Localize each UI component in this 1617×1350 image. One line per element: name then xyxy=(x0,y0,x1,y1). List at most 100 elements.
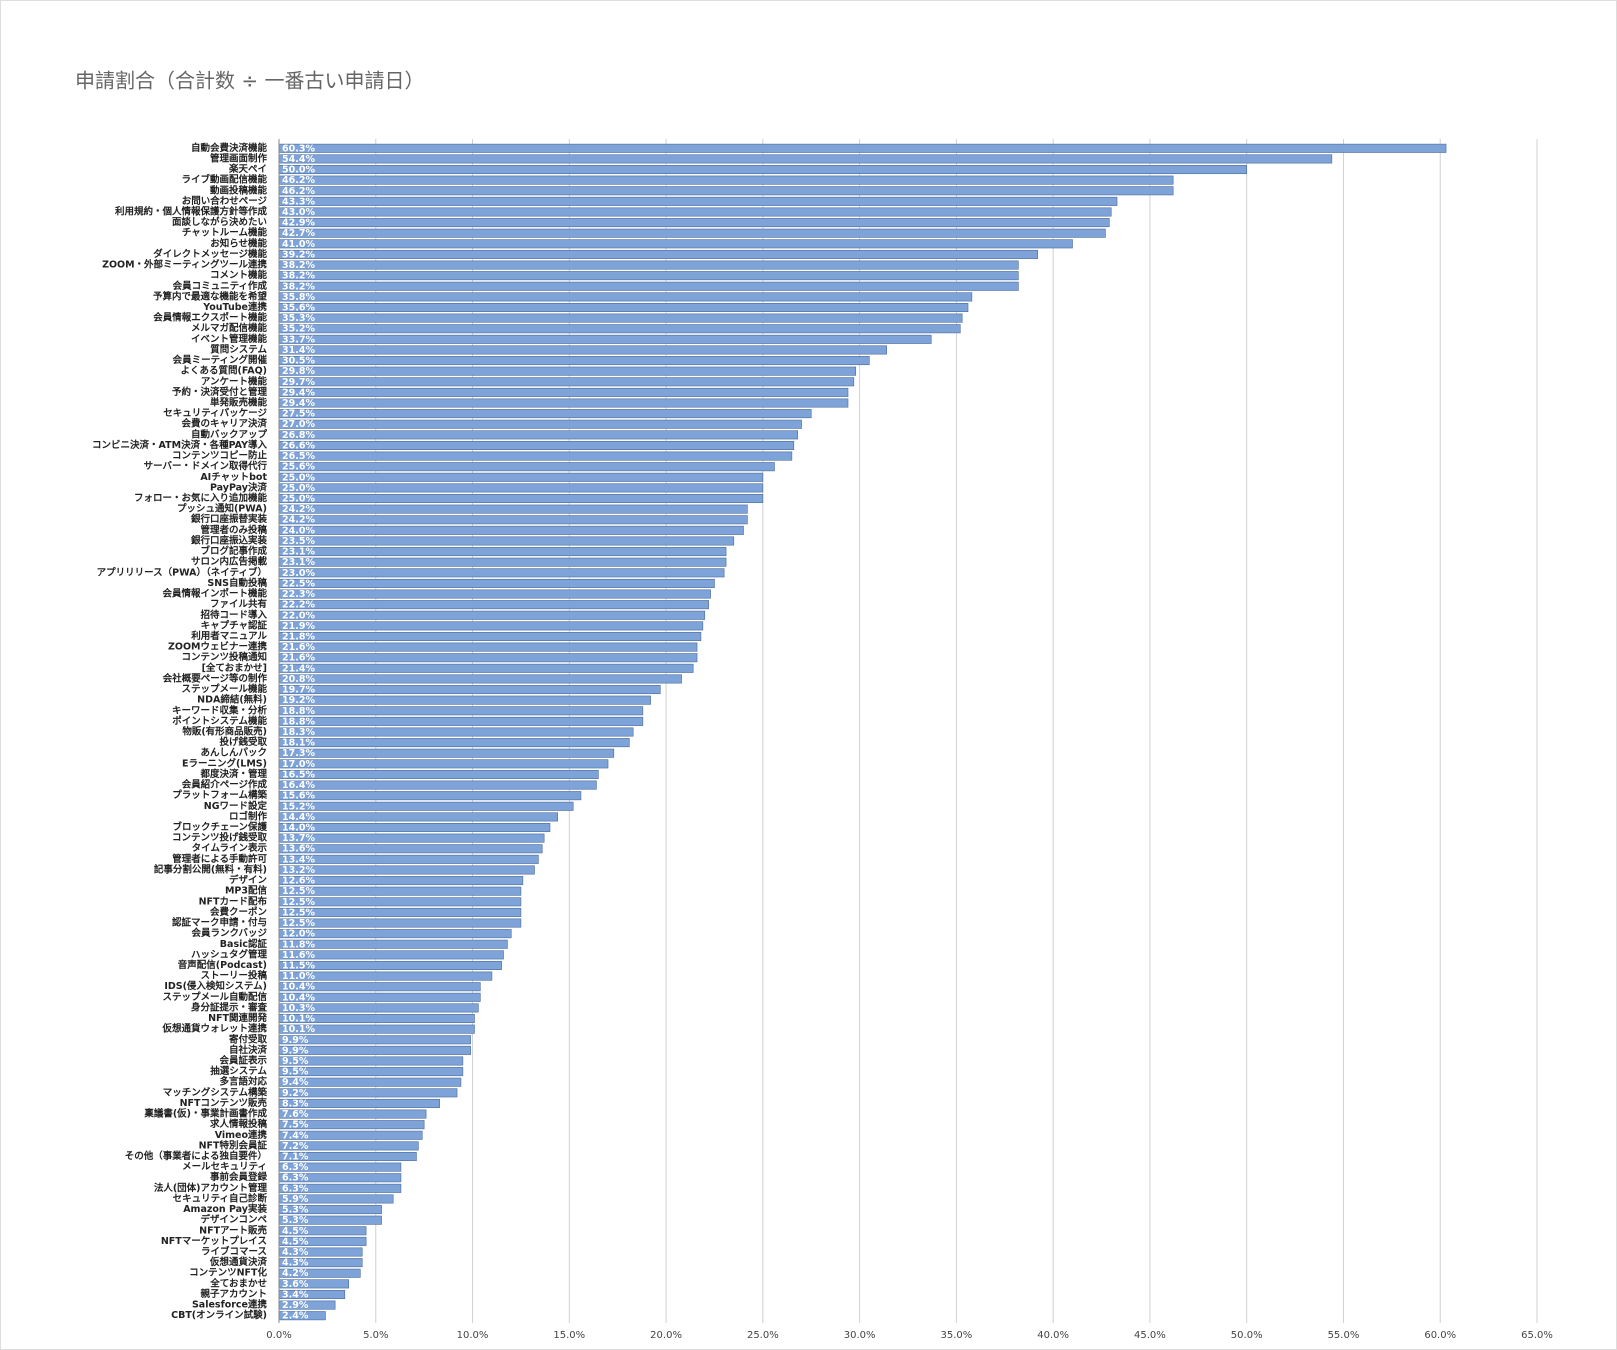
value-label: 18.8% xyxy=(282,716,315,727)
value-label: 21.4% xyxy=(282,663,315,674)
y-tick-label: 面談しながら決めたい xyxy=(172,216,267,228)
y-tick-label: 楽天ペイ xyxy=(228,163,267,175)
value-label: 12.6% xyxy=(282,876,315,887)
value-label: 29.4% xyxy=(282,398,315,409)
value-label: 11.6% xyxy=(282,950,315,961)
value-label: 39.2% xyxy=(282,249,315,260)
value-label: 13.6% xyxy=(282,844,315,855)
y-tick-label: プラットフォーム構築 xyxy=(172,789,267,801)
y-tick-label: 抽選システム xyxy=(210,1065,267,1077)
value-label: 10.4% xyxy=(282,992,315,1003)
value-label: 42.7% xyxy=(282,228,315,239)
value-label: 31.4% xyxy=(282,345,315,356)
y-tick-label: 会員紹介ページ作成 xyxy=(182,779,268,791)
bar xyxy=(278,631,702,641)
value-label: 2.4% xyxy=(282,1311,309,1322)
value-label: 4.3% xyxy=(282,1247,309,1258)
value-label: 25.0% xyxy=(282,494,315,505)
y-tick-label: 会員ミーティング開催 xyxy=(173,354,268,366)
x-tick-label: 30.0% xyxy=(844,1330,876,1341)
bar xyxy=(278,281,1019,291)
value-label: 12.5% xyxy=(282,907,315,918)
y-tick-label: 予算内で最適な機能を希望 xyxy=(153,290,268,302)
value-label: 14.4% xyxy=(282,812,315,823)
value-label: 26.8% xyxy=(282,430,315,441)
value-label: 22.0% xyxy=(282,610,315,621)
value-label: 7.6% xyxy=(282,1109,309,1120)
y-tick-label: ストーリー投稿 xyxy=(200,970,267,982)
y-tick-label: ZOOM・外部ミーティングツール連携 xyxy=(102,259,267,271)
y-tick-label: AIチャットbot xyxy=(200,472,267,483)
bar xyxy=(278,801,574,811)
y-tick-label: 予約・決済受付と管理 xyxy=(172,386,268,398)
value-label: 20.8% xyxy=(282,674,315,685)
value-label: 15.6% xyxy=(282,791,315,802)
bar xyxy=(278,685,661,695)
y-tick-label: 都度決済・管理 xyxy=(199,768,267,780)
value-label: 35.8% xyxy=(282,292,315,303)
y-tick-label: ハッシュタグ管理 xyxy=(191,948,268,960)
value-label: 29.8% xyxy=(282,366,315,377)
y-tick-label: [全ておまかせ] xyxy=(202,662,267,674)
bar xyxy=(278,154,1333,164)
value-label: 25.0% xyxy=(282,472,315,483)
y-tick-label: ステップメール自動配信 xyxy=(162,991,267,1003)
value-label: 13.2% xyxy=(282,865,315,876)
x-tick-label: 55.0% xyxy=(1328,1330,1360,1341)
y-tick-label: ライブコマース xyxy=(201,1246,267,1258)
bar xyxy=(278,886,522,896)
value-label: 5.9% xyxy=(282,1194,309,1205)
y-tick-label: メルマガ配信機能 xyxy=(191,322,268,334)
y-tick-label: 稟議書(仮)・事業計画書作成 xyxy=(143,1108,267,1120)
value-label: 2.9% xyxy=(282,1300,309,1311)
value-label: 43.3% xyxy=(282,196,315,207)
x-tick-label: 15.0% xyxy=(553,1330,585,1341)
chart-title: 申請割合（合計数 ÷ 一番古い申請日） xyxy=(75,69,424,93)
bar xyxy=(278,918,522,928)
y-tick-label: キャプチャ認証 xyxy=(201,619,268,631)
value-label: 24.2% xyxy=(282,515,315,526)
y-tick-label: 管理者のみ投稿 xyxy=(200,524,267,536)
bar xyxy=(278,292,973,302)
x-tick-label: 5.0% xyxy=(363,1330,388,1341)
bar xyxy=(278,695,651,705)
y-tick-label: タイムライン表示 xyxy=(192,842,268,854)
bar xyxy=(278,738,630,748)
bar xyxy=(278,557,727,567)
x-tick-label: 45.0% xyxy=(1134,1330,1166,1341)
value-label: 11.5% xyxy=(282,960,315,971)
value-label: 27.0% xyxy=(282,419,315,430)
y-tick-label: イベント管理機能 xyxy=(191,333,268,345)
bar xyxy=(278,175,1174,185)
value-label: 23.1% xyxy=(282,557,315,568)
value-label: 25.0% xyxy=(282,483,315,494)
y-tick-label: 物販(有形商品販売) xyxy=(182,726,267,738)
y-tick-label: NFTカード配布 xyxy=(199,895,268,907)
value-label: 38.2% xyxy=(282,271,315,282)
bar xyxy=(278,727,634,737)
y-tick-label: キーワード収集・分析 xyxy=(172,704,268,716)
y-tick-label: 質問システム xyxy=(210,343,267,355)
bar xyxy=(278,196,1118,206)
bar xyxy=(278,313,963,323)
bar xyxy=(278,578,715,588)
value-label: 12.5% xyxy=(282,918,315,929)
bar xyxy=(278,812,558,822)
y-tick-label: NFTコンテンツ販売 xyxy=(180,1097,268,1109)
y-tick-label: 自社決済 xyxy=(229,1044,268,1056)
y-tick-label: CBT(オンライン試験) xyxy=(171,1309,267,1321)
y-tick-label: コンテンツ投げ銭受取 xyxy=(172,832,268,844)
y-tick-label: 身分証提示・審査 xyxy=(191,1001,268,1013)
bar xyxy=(278,409,812,419)
y-tick-label: 記事分割公開(無料・有料) xyxy=(154,863,267,875)
value-label: 10.3% xyxy=(282,1003,315,1014)
y-tick-label: 銀行口座振込実装 xyxy=(191,534,268,546)
value-label: 18.8% xyxy=(282,706,315,717)
bar xyxy=(278,419,802,429)
value-label: 15.2% xyxy=(282,801,315,812)
value-label: 18.1% xyxy=(282,738,315,749)
x-tick-label: 25.0% xyxy=(747,1330,779,1341)
y-tick-label: 自動会費決済機能 xyxy=(191,142,268,154)
bar xyxy=(278,451,793,461)
